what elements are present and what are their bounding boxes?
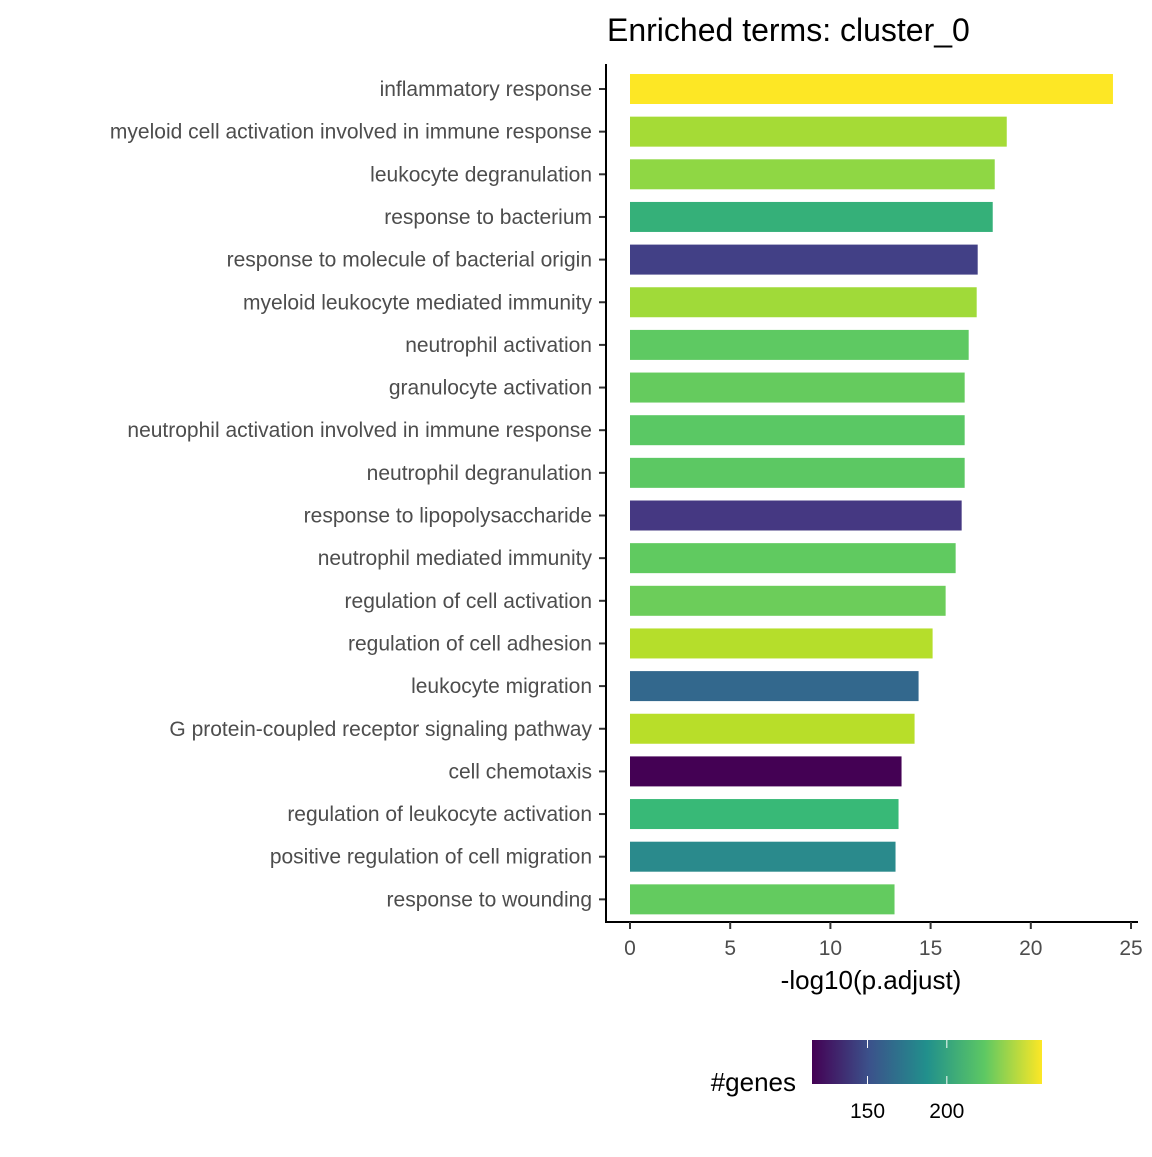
y-tick-label: response to bacterium xyxy=(384,206,592,229)
color-legend: #genes 150 200 xyxy=(711,1040,1042,1123)
y-tick-label: inflammatory response xyxy=(380,78,592,101)
legend-tick-label: 200 xyxy=(929,1100,964,1123)
bar xyxy=(630,841,896,872)
x-axis-title: -log10(p.adjust) xyxy=(781,965,962,995)
legend-ticks: 150 200 xyxy=(850,1040,964,1123)
bar xyxy=(630,116,1007,147)
bar xyxy=(630,457,965,488)
x-tick-label: 25 xyxy=(1119,937,1142,960)
chart-title: Enriched terms: cluster_0 xyxy=(607,12,970,48)
y-tick-label: cell chemotaxis xyxy=(448,760,592,783)
y-tick-label: myeloid leukocyte mediated immunity xyxy=(243,291,592,314)
bar xyxy=(630,329,969,360)
y-tick-label: G protein-coupled receptor signaling pat… xyxy=(169,718,592,741)
y-tick-label: neutrophil activation xyxy=(405,334,592,357)
y-tick-label: positive regulation of cell migration xyxy=(270,846,592,869)
y-tick-label: granulocyte activation xyxy=(389,377,592,400)
bar xyxy=(630,159,995,190)
bar xyxy=(630,585,946,616)
x-tick-label: 15 xyxy=(919,937,942,960)
x-tick-label: 5 xyxy=(724,937,736,960)
y-tick-label: response to lipopolysaccharide xyxy=(304,505,592,528)
y-tick-label: neutrophil activation involved in immune… xyxy=(127,419,592,442)
x-axis-ticks: 0 5 10 15 20 25 xyxy=(624,922,1143,960)
legend-colorbar xyxy=(812,1040,1042,1084)
bar xyxy=(630,201,993,232)
legend-title: #genes xyxy=(711,1067,796,1097)
bar xyxy=(630,799,899,830)
legend-tick-label: 150 xyxy=(850,1100,885,1123)
bar xyxy=(630,244,978,275)
y-tick-label: response to wounding xyxy=(387,888,592,911)
bar xyxy=(630,415,965,446)
bar xyxy=(630,756,902,787)
bar xyxy=(630,287,977,318)
y-tick-label: neutrophil mediated immunity xyxy=(318,547,593,570)
bar xyxy=(630,543,956,574)
x-tick-label: 0 xyxy=(624,937,636,960)
y-tick-label: leukocyte degranulation xyxy=(370,163,592,186)
bar xyxy=(630,884,895,915)
bar xyxy=(630,500,962,531)
y-tick-label: myeloid cell activation involved in immu… xyxy=(110,121,592,144)
bar xyxy=(630,74,1113,104)
y-tick-label: leukocyte migration xyxy=(411,675,592,698)
y-tick-label: regulation of cell activation xyxy=(345,590,592,613)
y-tick-label: regulation of cell adhesion xyxy=(348,632,592,655)
y-tick-label: neutrophil degranulation xyxy=(367,462,592,485)
x-tick-label: 10 xyxy=(819,937,842,960)
x-tick-label: 20 xyxy=(1019,937,1042,960)
bar xyxy=(630,671,919,702)
bars-layer xyxy=(630,74,1113,915)
y-tick-label: regulation of leukocyte activation xyxy=(287,803,592,826)
bar xyxy=(630,713,915,744)
y-tick-label: response to molecule of bacterial origin xyxy=(227,249,592,272)
bar xyxy=(630,372,965,403)
bar xyxy=(630,628,933,659)
y-axis-labels: inflammatory response myeloid cell activa… xyxy=(110,78,606,911)
